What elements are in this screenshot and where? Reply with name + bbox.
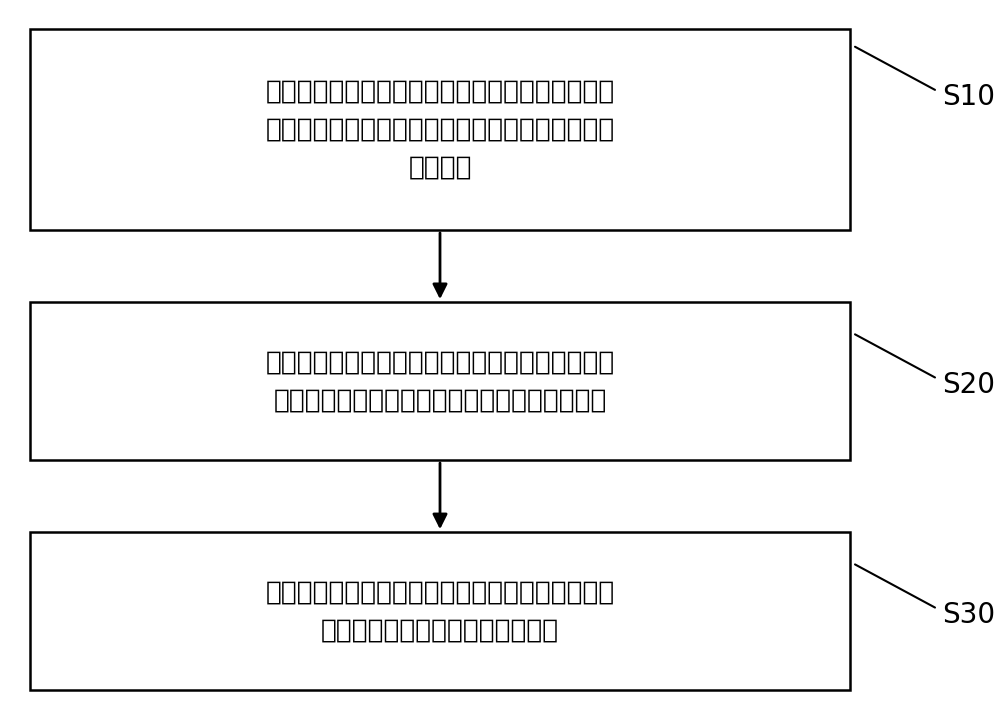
Bar [30, 302, 850, 460]
Text: 通过调频连继波毫米波雷达采集无人状态下目标空
间的第一反射信号和在有人状态下目标空间的第二
反射信号: 通过调频连继波毫米波雷达采集无人状态下目标空 间的第一反射信号和在有人状态下目标… [265, 78, 615, 180]
Text: S10: S10 [942, 83, 995, 111]
Text: S20: S20 [942, 371, 995, 398]
Text: S30: S30 [942, 601, 995, 628]
Text: 根据第一混频信号和第二混频信号，获取目标人物
的呼吸频率、心跳频率和翻身信息: 根据第一混频信号和第二混频信号，获取目标人物 的呼吸频率、心跳频率和翻身信息 [265, 579, 615, 644]
Text: 将第一反射信号和所述第二反射信号分别与本振信
号进行混频以获取第一混频信号和第二混频信号: 将第一反射信号和所述第二反射信号分别与本振信 号进行混频以获取第一混频信号和第二… [265, 349, 615, 413]
Bar [30, 29, 850, 230]
Bar [30, 532, 850, 690]
